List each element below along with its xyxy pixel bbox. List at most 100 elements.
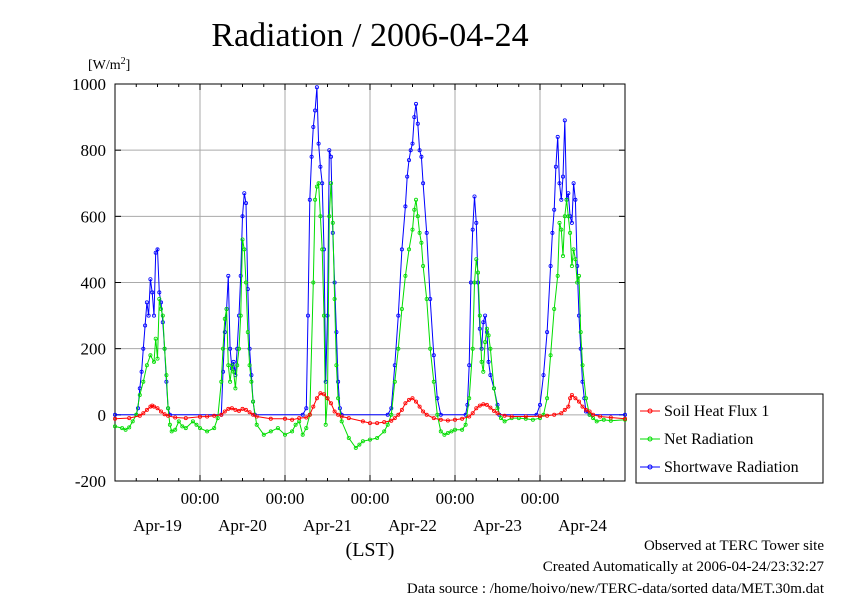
data-point [169, 429, 174, 434]
data-point [113, 416, 118, 421]
data-point [623, 412, 628, 417]
data-point [222, 409, 227, 414]
data-point [247, 363, 252, 368]
data-point [233, 386, 238, 391]
data-point [243, 407, 248, 412]
data-point [550, 230, 555, 235]
data-point [424, 230, 429, 235]
x-time-tick-label: 00:00 [351, 489, 390, 508]
data-point [484, 402, 489, 407]
data-point [580, 363, 585, 368]
data-point [403, 273, 408, 278]
footer-data-source: Data source : /home/hoivo/new/TERC-data/… [407, 581, 825, 595]
data-point [183, 416, 188, 421]
data-point [251, 399, 256, 404]
data-point [318, 214, 323, 219]
legend-box [635, 393, 824, 484]
data-point [406, 158, 411, 163]
data-point [491, 386, 496, 391]
data-point [236, 346, 241, 351]
data-point [311, 404, 316, 409]
x-axis-label: (LST) [346, 539, 395, 561]
data-point [183, 426, 188, 431]
data-point [162, 412, 167, 417]
legend-item-shortwave-radiation: Shortwave Radiation [640, 459, 799, 476]
data-point [472, 280, 477, 285]
data-point [417, 404, 422, 409]
data-series [113, 85, 628, 450]
data-point [197, 426, 202, 431]
data-point [144, 363, 149, 368]
data-point [220, 346, 225, 351]
y-tick-label: 800 [81, 141, 107, 160]
legend-marker-soil-heat-flux [647, 408, 653, 414]
data-point [176, 419, 181, 424]
data-point [113, 424, 118, 429]
x-time-tick-label: 00:00 [436, 489, 475, 508]
data-point [571, 181, 576, 186]
data-point [219, 412, 224, 417]
data-point [481, 320, 486, 325]
data-point [316, 141, 321, 146]
data-point [242, 191, 247, 196]
data-point [304, 406, 309, 411]
data-point [166, 406, 171, 411]
data-point [484, 326, 489, 331]
data-point [552, 306, 557, 311]
series-line [115, 87, 625, 416]
data-point [392, 379, 397, 384]
data-point [215, 416, 220, 421]
legend-label-net-radiation: Net Radiation [664, 431, 753, 448]
data-point [137, 392, 142, 397]
data-point [555, 134, 560, 139]
series-net-radiation [113, 181, 628, 450]
data-point [403, 401, 408, 406]
data-point [470, 227, 475, 232]
data-point [452, 427, 457, 432]
legend-item-soil-heat-flux: Soil Heat Flux 1 [640, 403, 769, 420]
data-point [120, 426, 125, 431]
data-point [523, 414, 528, 419]
data-point [421, 409, 426, 414]
data-point [594, 419, 599, 424]
data-point [474, 406, 479, 411]
data-point [389, 406, 394, 411]
data-point [311, 125, 316, 130]
data-point [564, 197, 569, 202]
data-point [486, 333, 491, 338]
data-point [410, 396, 415, 401]
data-point [470, 411, 475, 416]
data-point [254, 422, 259, 427]
data-point [467, 363, 472, 368]
x-date-label: Apr-24 [558, 516, 607, 535]
data-point [580, 404, 585, 409]
data-point [139, 369, 144, 374]
data-point [548, 263, 553, 268]
data-point [226, 273, 231, 278]
data-point [251, 412, 256, 417]
data-point [410, 141, 415, 146]
y-axis-unit-sup: 2 [121, 56, 126, 67]
data-point [353, 445, 358, 450]
data-point [151, 404, 156, 409]
data-point [293, 422, 298, 427]
data-point [313, 108, 318, 113]
data-point [339, 419, 344, 424]
data-point [488, 346, 493, 351]
data-point [578, 330, 583, 335]
data-point [491, 408, 496, 413]
data-point [412, 207, 417, 212]
data-point [399, 247, 404, 252]
data-point [243, 201, 248, 206]
data-point [399, 407, 404, 412]
data-point [173, 427, 178, 432]
data-point [396, 346, 401, 351]
series-soil-heat-flux-1 [113, 391, 628, 426]
x-time-tick-label: 00:00 [181, 489, 220, 508]
data-point [229, 363, 234, 368]
data-point [212, 426, 217, 431]
data-point [577, 399, 582, 404]
data-point [486, 359, 491, 364]
data-point [403, 204, 408, 209]
data-point [300, 432, 305, 437]
